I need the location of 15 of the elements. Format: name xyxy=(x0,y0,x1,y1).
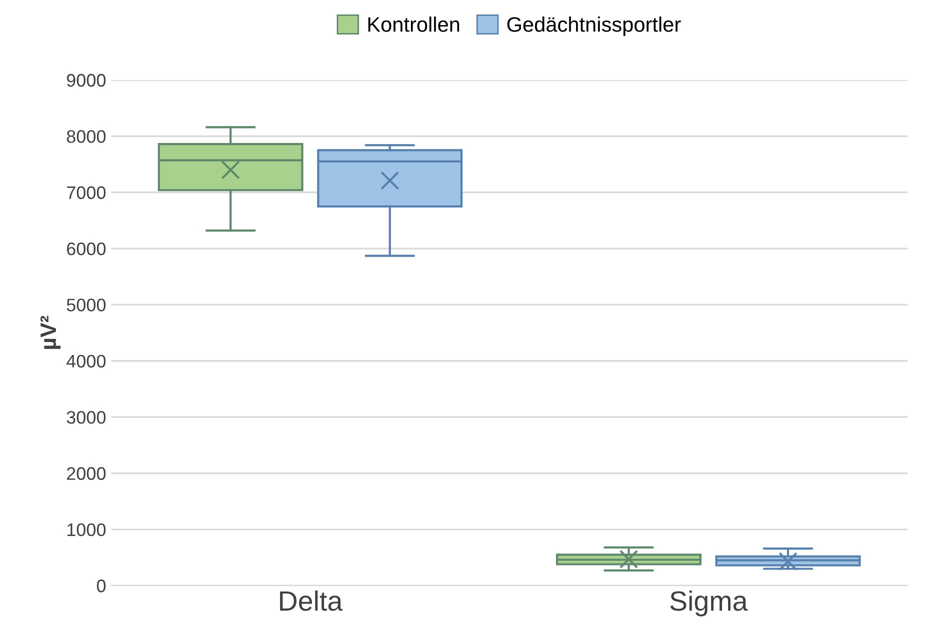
y-tick-label: 1000 xyxy=(67,523,106,536)
x-tick-label: Delta xyxy=(280,590,343,611)
legend-label: Kontrollen xyxy=(368,16,460,32)
y-tick-label: 0 xyxy=(96,580,106,592)
y-tick-label: 7000 xyxy=(67,186,106,200)
y-tick-label: 4000 xyxy=(66,354,106,368)
legend-label: Gedächtnissportler xyxy=(507,16,681,36)
x-tick-label: Sigma xyxy=(670,590,748,616)
y-tick-label: 9000 xyxy=(66,74,106,87)
y-tick-label: 2000 xyxy=(67,467,106,480)
y-tick-label: 6000 xyxy=(67,242,106,256)
y-tick-label: 8000 xyxy=(66,130,106,143)
y-tick-label: 5000 xyxy=(66,298,106,312)
y-tick-label: 3000 xyxy=(66,411,106,424)
y-axis-title: µV² xyxy=(40,316,61,349)
